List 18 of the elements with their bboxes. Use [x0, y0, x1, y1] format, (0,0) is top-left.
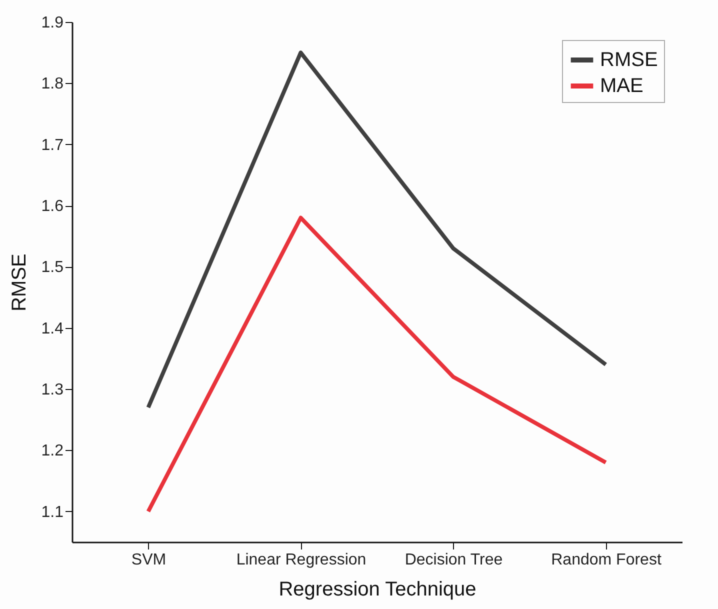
y-tick-label: 1.4: [41, 320, 64, 338]
legend-label: RMSE: [600, 49, 658, 71]
y-tick-label: 1.5: [41, 259, 64, 276]
y-axis-title: RMSE: [8, 254, 30, 312]
legend-label: MAE: [600, 75, 644, 97]
x-tick-label: Linear Regression: [236, 552, 366, 568]
y-tick-label: 1.9: [41, 14, 64, 32]
y-tick-label: 1.3: [41, 382, 64, 399]
line-series: [146, 216, 608, 514]
y-tick-label: 1.2: [41, 442, 64, 460]
x-tick-label: SVM: [131, 552, 166, 568]
x-tick-label: Random Forest: [551, 552, 662, 568]
y-tick-label: 1.8: [41, 76, 64, 93]
x-tick-label: Decision Tree: [404, 552, 503, 568]
y-tick-label: 1.1: [41, 504, 64, 521]
y-tick-label: 1.7: [41, 136, 64, 154]
y-tick-label: 1.6: [41, 198, 64, 216]
x-axis-title: Regression Technique: [278, 578, 476, 600]
